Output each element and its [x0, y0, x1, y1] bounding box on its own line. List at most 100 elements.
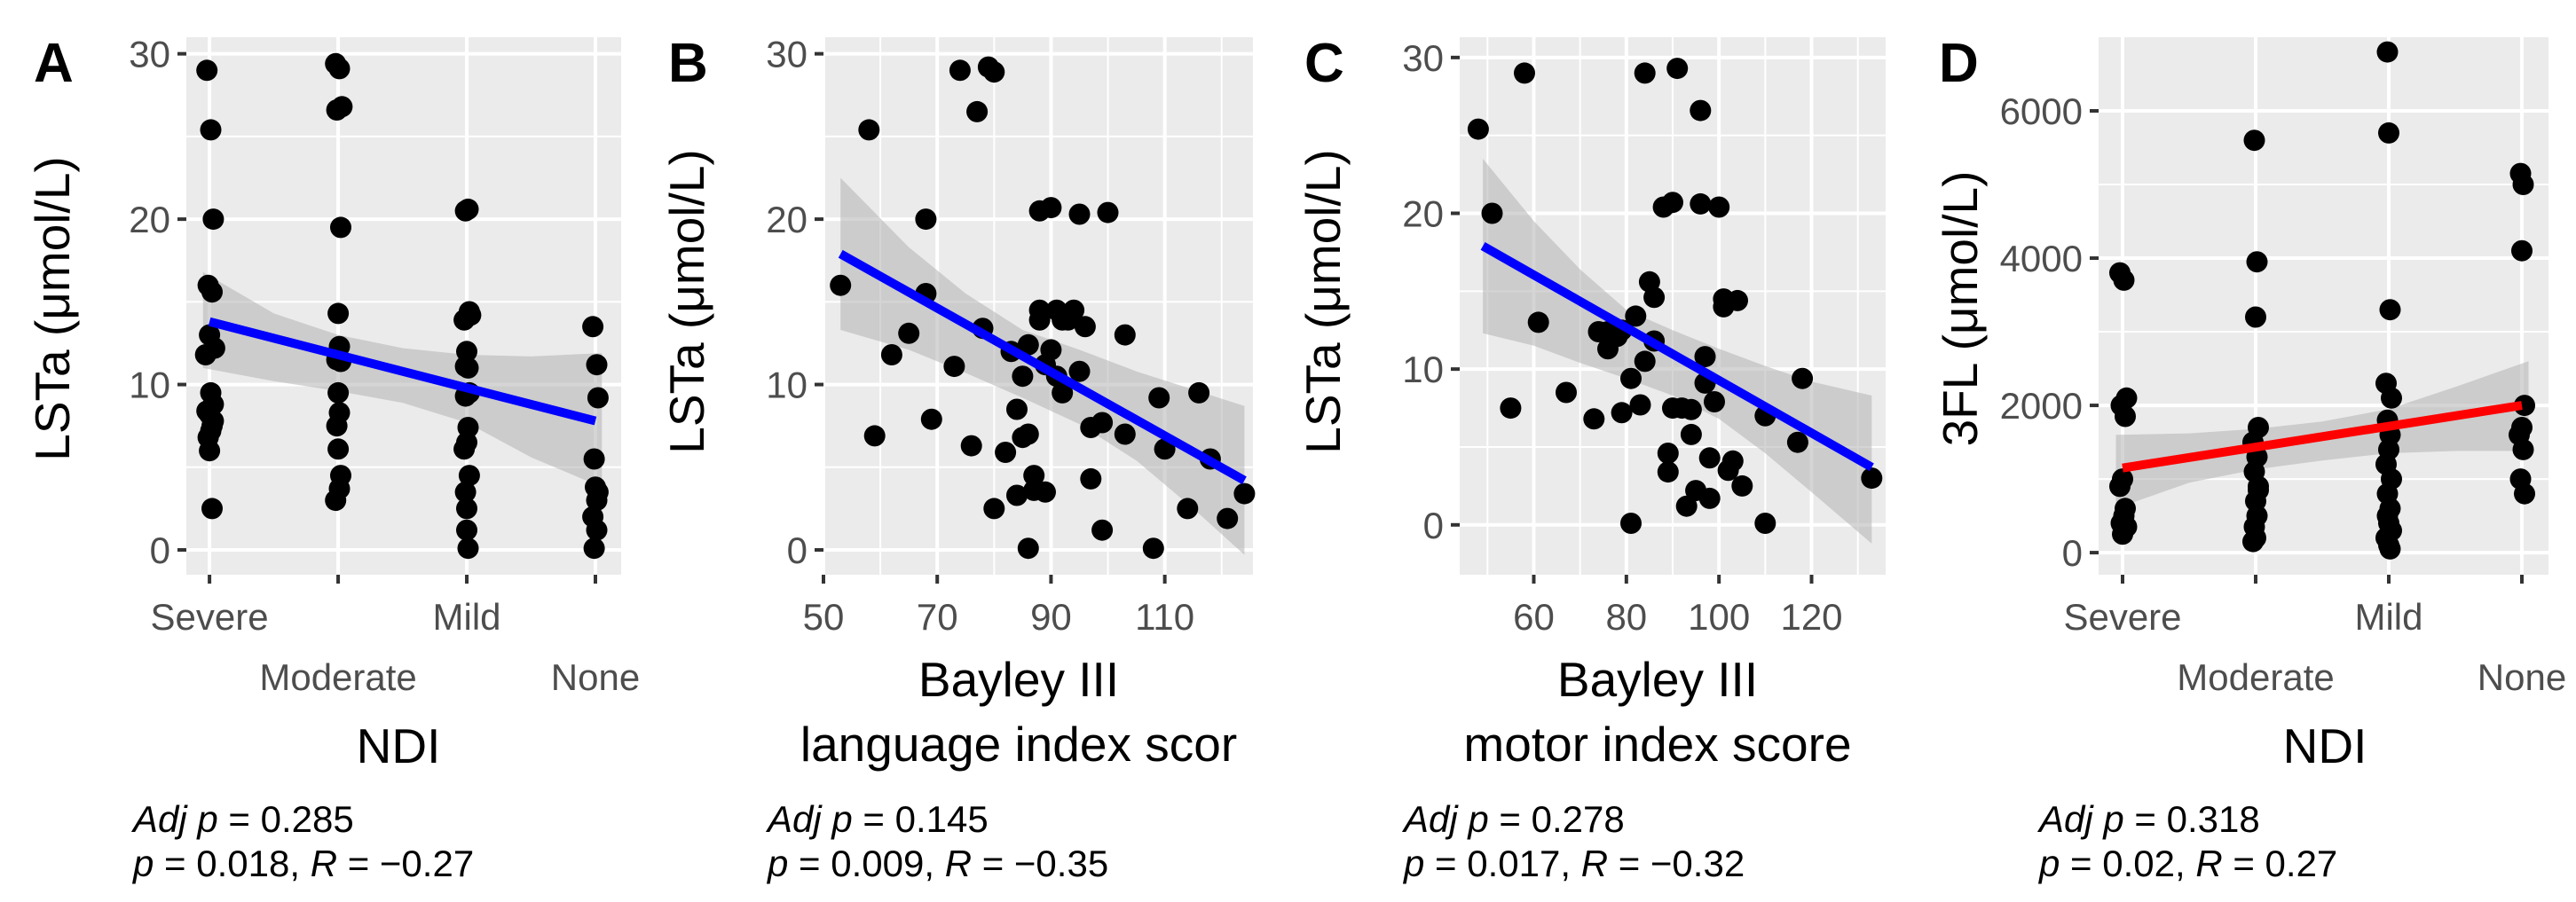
- data-point: [1690, 192, 1712, 215]
- data-point: [2378, 122, 2399, 144]
- data-point: [960, 435, 982, 457]
- data-point: [943, 356, 965, 378]
- data-point: [1017, 423, 1039, 445]
- y-axis-title-d: 3FL (μmol/L): [1933, 171, 1988, 447]
- plot-area-d: [2090, 37, 2548, 584]
- panel-b: B 0 10 20 30 50 70 90 110 Bayley III language …: [659, 33, 1256, 884]
- data-point: [1514, 62, 1535, 84]
- data-point: [1583, 408, 1605, 430]
- adj-p-label-b: Adj p = 0.145: [765, 798, 989, 840]
- data-point: [328, 58, 351, 80]
- y-tick-label: 20: [1402, 192, 1444, 234]
- y-tick-label: 0: [150, 529, 170, 571]
- data-point: [1091, 519, 1114, 541]
- plot-background-d: [2099, 37, 2548, 575]
- data-point: [880, 344, 902, 365]
- x-axis-title-line2-c: motor index score: [1463, 717, 1851, 772]
- fit-line-a: [208, 317, 597, 426]
- data-point: [898, 322, 920, 344]
- data-point: [587, 481, 609, 503]
- data-point: [995, 442, 1017, 463]
- y-tick-labels-d: 0 2000 4000 6000: [2000, 90, 2083, 574]
- data-point: [1040, 339, 1062, 361]
- panel-tag-d: D: [1939, 33, 1979, 94]
- data-point: [1028, 309, 1051, 331]
- r-value-d: 0.27: [2265, 843, 2338, 884]
- y-axis-title-a: LSTa (μmol/L): [25, 156, 80, 460]
- plot-area-a: [177, 37, 621, 584]
- data-point: [196, 59, 218, 82]
- data-point: [2379, 299, 2401, 321]
- p-value-c: 0.017: [1467, 843, 1560, 884]
- data-point: [1727, 289, 1748, 311]
- data-point: [202, 208, 225, 231]
- data-point: [1690, 99, 1712, 122]
- data-point: [1556, 381, 1577, 404]
- data-point: [2512, 438, 2534, 460]
- panel-a: A 0 10 20 30 Severe Moderate Mild None NDI LST…: [25, 33, 640, 884]
- data-point: [1500, 397, 1522, 420]
- y-tick-label: 10: [766, 365, 807, 406]
- p-r-label-c: p = 0.017, R = −0.32: [1402, 843, 1745, 884]
- data-point: [454, 481, 477, 503]
- data-point: [327, 438, 350, 460]
- y-tick-label: 30: [129, 34, 170, 75]
- data-point: [1217, 507, 1239, 529]
- data-point: [1694, 346, 1716, 368]
- data-point: [1675, 495, 1698, 517]
- x-axis-title-b: Bayley III: [918, 652, 1119, 707]
- data-point: [1657, 443, 1679, 464]
- data-point: [1666, 58, 1689, 80]
- y-tick-label: 20: [129, 199, 170, 240]
- data-point: [1643, 286, 1666, 309]
- data-point: [2109, 475, 2131, 498]
- data-point: [199, 440, 221, 462]
- data-point: [1527, 311, 1549, 333]
- x-tick-labels-c: 60 80 100 120: [1513, 596, 1842, 638]
- data-point: [1040, 197, 1062, 219]
- data-point: [1657, 461, 1679, 483]
- data-point: [1035, 481, 1056, 503]
- data-point: [458, 465, 480, 487]
- data-point: [1068, 203, 1091, 225]
- x-axis-title-c: Bayley III: [1557, 652, 1758, 707]
- x-tick-label: Moderate: [2177, 656, 2334, 698]
- data-point: [1023, 465, 1045, 487]
- adj-p-value-b: 0.145: [895, 798, 989, 840]
- data-point: [1680, 423, 1702, 445]
- p-value-d: 0.02: [2102, 843, 2175, 884]
- data-point: [1017, 537, 1039, 560]
- data-point: [1063, 299, 1085, 321]
- data-point: [2376, 505, 2399, 527]
- data-point: [1052, 381, 1074, 404]
- x-tick-label: Moderate: [259, 656, 416, 698]
- data-point: [1097, 201, 1119, 224]
- data-point: [1012, 365, 1034, 388]
- data-point: [1708, 196, 1730, 218]
- data-point: [583, 537, 605, 560]
- data-point: [330, 216, 351, 239]
- y-tick-label: 10: [129, 365, 170, 406]
- data-point: [583, 448, 605, 470]
- x-tick-labels-d: Severe Moderate Mild None: [2063, 596, 2566, 698]
- data-point: [2113, 269, 2135, 291]
- x-tick-label: 120: [1780, 596, 1842, 638]
- data-point: [328, 478, 351, 499]
- adj-p-label-a: Adj p = 0.285: [130, 798, 354, 840]
- y-tick-labels-a: 0 10 20 30: [129, 34, 170, 571]
- data-point: [456, 519, 477, 541]
- p-r-label-a: p = 0.018, R = −0.27: [131, 843, 474, 884]
- r-value-a: −0.27: [380, 843, 474, 884]
- y-tick-label: 30: [1402, 37, 1444, 79]
- data-point: [194, 344, 217, 365]
- data-point: [863, 425, 886, 447]
- data-point: [2512, 174, 2534, 195]
- data-point: [327, 302, 350, 325]
- data-point: [1114, 324, 1136, 346]
- x-axis-title-a: NDI: [357, 718, 441, 773]
- x-tick-labels-a: Severe Moderate Mild None: [151, 596, 641, 698]
- panel-tag-b: B: [668, 33, 708, 94]
- data-point: [453, 438, 476, 460]
- x-axis-title-line2-b: language index scor: [800, 717, 1237, 772]
- x-tick-label: 80: [1605, 596, 1647, 638]
